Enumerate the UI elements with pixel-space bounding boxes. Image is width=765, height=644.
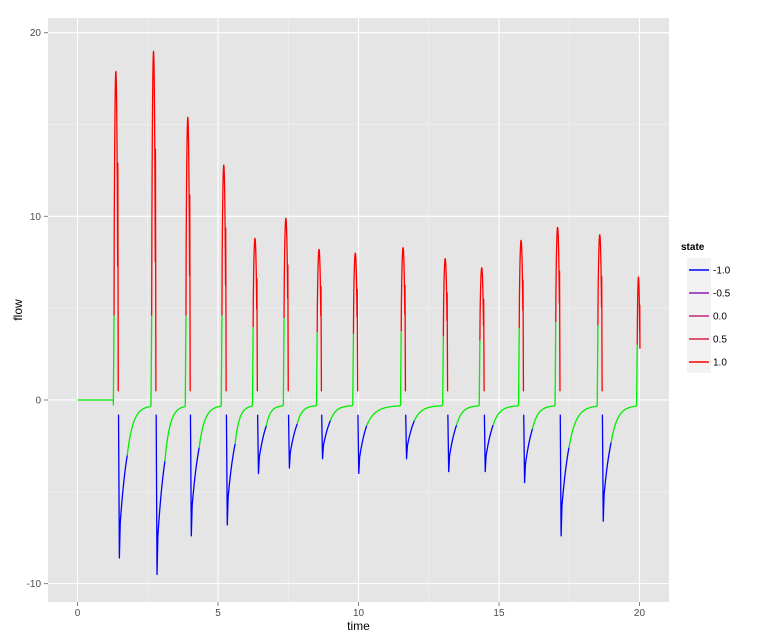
pulse-recovery-14	[610, 405, 637, 443]
pulse-upstroke-8	[352, 333, 355, 406]
legend-label: -1.0	[713, 266, 731, 277]
pulse-upstroke-9	[399, 331, 402, 406]
pulse-upstroke-11	[478, 340, 481, 406]
x-tick-label: 20	[634, 608, 646, 619]
pulse-peak-14	[597, 234, 603, 392]
pulse-trough-3	[189, 414, 200, 537]
legend-label: 0.0	[713, 312, 727, 323]
y-tick-label: -10	[27, 579, 42, 590]
legend: state -1.0 -0.5 0.0 0.5 1.0	[681, 242, 731, 373]
pulse-recovery-8	[366, 405, 401, 426]
pulse-upstroke-2	[150, 315, 153, 407]
y-tick-label: 0	[35, 395, 41, 406]
pulse-upstroke-14	[596, 325, 599, 407]
major-gridlines	[48, 18, 669, 602]
x-axis: 0 5 10 15 20	[75, 602, 646, 619]
pulse-peak-6	[283, 217, 289, 392]
pulse-trough-11	[483, 414, 494, 473]
y-tick-label: 10	[30, 212, 42, 223]
pulse-peak-1	[113, 70, 119, 392]
pulse-trough-8	[357, 414, 368, 475]
x-axis-title: time	[347, 619, 370, 633]
pulse-peak-2	[151, 50, 157, 392]
pulse-trough-1	[117, 414, 128, 559]
pulse-recovery-11	[492, 405, 519, 426]
y-axis: -10 0 10 20	[27, 28, 48, 590]
pulse-trough-6	[287, 414, 298, 469]
pulse-trough-4	[225, 414, 236, 526]
pulse-recovery-1	[126, 405, 151, 456]
pulse-recovery-4	[234, 405, 253, 444]
x-tick-label: 10	[353, 608, 365, 619]
pulse-recovery-13	[568, 405, 598, 448]
y-tick-label: 20	[30, 28, 42, 39]
pulse-upstroke-10	[442, 336, 445, 406]
pulse-peak-9	[400, 246, 407, 392]
y-axis-title: flow	[11, 299, 25, 321]
pulse-upstroke-5	[251, 327, 254, 407]
pulse-trough-14	[601, 414, 612, 522]
pulse-upstroke-6	[282, 318, 285, 406]
pulse-recovery-6	[296, 405, 317, 424]
pulse-peak-13	[555, 226, 561, 392]
pulse-trough-10	[447, 414, 458, 473]
pulse-upstroke-3	[184, 315, 187, 407]
x-tick-label: 0	[75, 608, 81, 619]
pulse-trough-12	[523, 414, 534, 484]
legend-items: -1.0 -0.5 0.0 0.5 1.0	[689, 266, 731, 369]
pulse-trough-9	[405, 414, 416, 460]
x-tick-label: 15	[493, 608, 505, 619]
pulse-recovery-5	[265, 405, 284, 426]
pulse-recovery-7	[329, 405, 353, 421]
pulse-peak-7	[316, 248, 323, 392]
legend-label: 1.0	[713, 358, 727, 369]
pulse-upstroke-13	[554, 322, 557, 406]
pulse-trough-2	[155, 414, 166, 576]
legend-title: state	[681, 242, 705, 253]
pulse-peak-11	[479, 267, 485, 392]
flow-series	[77, 50, 641, 576]
pulse-trough-5	[256, 414, 267, 475]
pulse-peak-12	[518, 239, 525, 392]
pulse-recovery-10	[455, 405, 480, 426]
pulse-peak-8	[352, 252, 359, 392]
pulse-peak-15	[636, 276, 641, 349]
pulse-trough-7	[321, 414, 332, 460]
legend-label: 0.5	[713, 335, 727, 346]
pulse-upstroke-1	[112, 315, 115, 406]
pulse-peak-5	[252, 237, 258, 392]
pulse-peak-3	[185, 116, 191, 392]
pulse-peak-10	[442, 258, 449, 392]
pulse-recovery-3	[198, 405, 222, 448]
pulse-recovery-12	[531, 405, 555, 430]
pulse-peak-4	[221, 164, 227, 392]
legend-label: -0.5	[713, 289, 731, 300]
pulse-upstroke-15	[635, 344, 638, 407]
pulse-recovery-9	[413, 405, 443, 421]
pulse-upstroke-4	[220, 315, 223, 407]
pulse-trough-13	[559, 414, 570, 537]
x-tick-label: 5	[215, 608, 221, 619]
pulse-upstroke-7	[315, 332, 318, 406]
pulse-recovery-2	[164, 405, 186, 462]
pulse-upstroke-12	[517, 328, 520, 406]
